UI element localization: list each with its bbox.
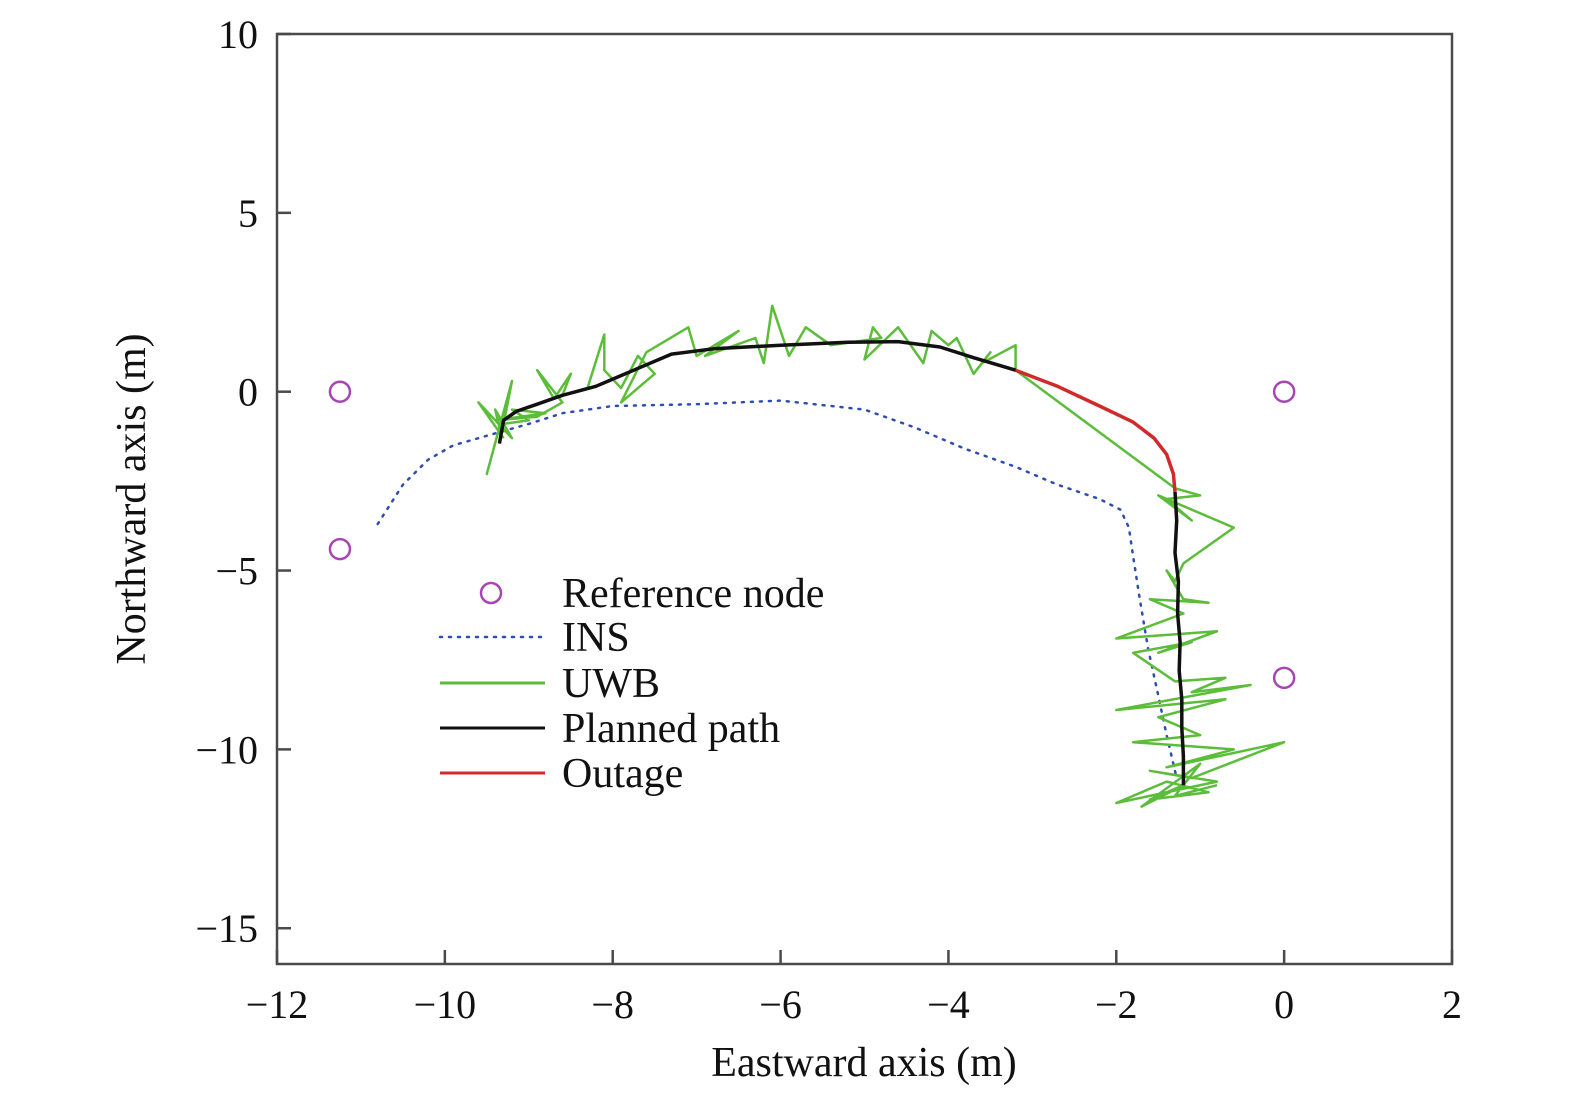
reference-node-marker <box>1272 380 1296 403</box>
ins-line <box>376 399 1178 780</box>
legend-label-ins: INS <box>562 615 630 661</box>
reference-node-marker <box>328 537 352 561</box>
planned-path-continued-line <box>1173 491 1186 786</box>
x-tick-label: 2 <box>1442 982 1462 1027</box>
legend-label-uwb: UWB <box>562 661 660 707</box>
x-tick-label: −6 <box>759 982 802 1027</box>
y-tick-label: −15 <box>195 906 258 951</box>
legend-label-reference-node: Reference node <box>562 571 824 617</box>
x-tick-label: 0 <box>1274 982 1294 1027</box>
x-axis-ticks: −12 −10 −8 −6 −4 −2 0 2 <box>246 950 1462 1027</box>
x-tick-label: −8 <box>591 982 634 1027</box>
reference-node-marker <box>328 380 352 403</box>
x-tick-label: −12 <box>246 982 309 1027</box>
y-tick-label: −10 <box>195 727 258 772</box>
data-series <box>328 304 1296 808</box>
outage-line <box>1014 368 1177 492</box>
y-tick-label: 0 <box>238 370 258 415</box>
plot-frame <box>275 32 1454 966</box>
legend-label-outage: Outage <box>562 751 683 797</box>
y-axis-title: Northward axis (m) <box>109 333 155 664</box>
y-axis-ticks: 10 5 0 −5 −10 −15 <box>195 12 291 951</box>
x-tick-label: −2 <box>1095 982 1138 1027</box>
legend-swatch-reference-node <box>479 581 503 605</box>
legend-label-planned-path: Planned path <box>562 706 780 752</box>
x-axis-title: Eastward axis (m) <box>711 1040 1017 1086</box>
y-tick-label: 5 <box>238 191 258 236</box>
y-tick-label: 10 <box>218 12 258 57</box>
x-tick-label: −10 <box>414 982 477 1027</box>
planned-path-line <box>497 339 1017 444</box>
reference-node-marker <box>1272 666 1296 690</box>
x-tick-label: −4 <box>927 982 970 1027</box>
y-tick-label: −5 <box>215 549 258 594</box>
